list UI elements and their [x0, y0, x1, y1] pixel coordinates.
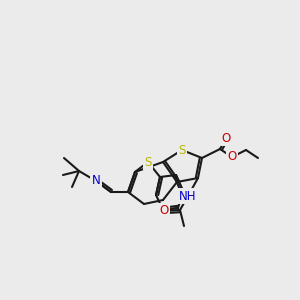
- Text: O: O: [227, 151, 237, 164]
- Text: O: O: [221, 131, 231, 145]
- Text: O: O: [159, 205, 169, 218]
- Text: NH: NH: [179, 190, 197, 202]
- Text: S: S: [144, 155, 152, 169]
- Text: N: N: [92, 175, 100, 188]
- Text: S: S: [178, 143, 186, 157]
